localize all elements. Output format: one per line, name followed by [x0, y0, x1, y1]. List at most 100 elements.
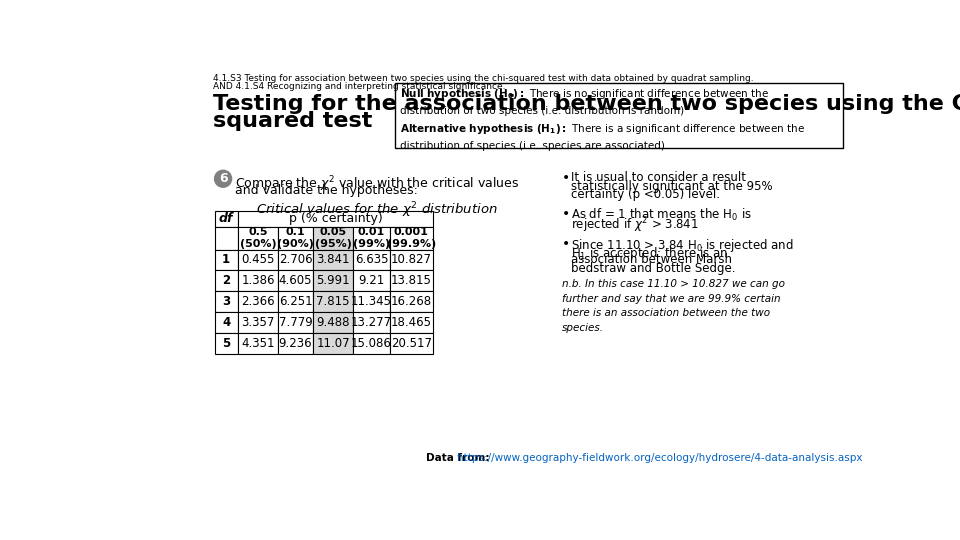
Text: 9.236: 9.236 — [278, 336, 312, 350]
FancyBboxPatch shape — [214, 249, 238, 271]
Text: rejected if $\chi^2$ > 3.841: rejected if $\chi^2$ > 3.841 — [571, 215, 699, 235]
Text: 1.386: 1.386 — [241, 274, 275, 287]
FancyBboxPatch shape — [313, 333, 353, 354]
Text: and validate the hypotheses:: and validate the hypotheses: — [234, 184, 418, 197]
FancyBboxPatch shape — [396, 83, 843, 148]
FancyBboxPatch shape — [353, 291, 390, 312]
FancyBboxPatch shape — [313, 271, 353, 291]
Text: certainty (p <0.05) level.: certainty (p <0.05) level. — [571, 188, 720, 201]
FancyBboxPatch shape — [353, 333, 390, 354]
FancyBboxPatch shape — [214, 291, 238, 312]
FancyBboxPatch shape — [238, 226, 278, 249]
Text: 9.488: 9.488 — [317, 316, 349, 329]
Text: Compare the $\chi^2$ value with the critical values: Compare the $\chi^2$ value with the crit… — [234, 174, 519, 194]
FancyBboxPatch shape — [353, 249, 390, 271]
FancyBboxPatch shape — [390, 333, 433, 354]
Text: 7.779: 7.779 — [278, 316, 312, 329]
FancyBboxPatch shape — [353, 226, 390, 249]
Text: Testing for the association between two species using the Chi-: Testing for the association between two … — [213, 94, 960, 114]
Text: •: • — [562, 171, 570, 185]
FancyBboxPatch shape — [390, 291, 433, 312]
Text: df: df — [219, 212, 233, 225]
FancyBboxPatch shape — [238, 271, 278, 291]
Text: 10.827: 10.827 — [391, 253, 432, 267]
FancyBboxPatch shape — [238, 333, 278, 354]
Text: 1: 1 — [222, 253, 230, 267]
Text: Data from:: Data from: — [426, 453, 493, 463]
Text: statistically significant at the 95%: statistically significant at the 95% — [571, 179, 773, 193]
FancyBboxPatch shape — [278, 291, 313, 312]
Text: 3: 3 — [222, 295, 230, 308]
Text: 0.455: 0.455 — [241, 253, 275, 267]
FancyBboxPatch shape — [278, 333, 313, 354]
Circle shape — [214, 170, 231, 187]
Text: 4: 4 — [222, 316, 230, 329]
FancyBboxPatch shape — [214, 226, 238, 249]
FancyBboxPatch shape — [214, 312, 238, 333]
Text: 0.1
(90%): 0.1 (90%) — [277, 227, 314, 249]
Text: https://www.geography-fieldwork.org/ecology/hydrosere/4-data-analysis.aspx: https://www.geography-fieldwork.org/ecol… — [457, 453, 863, 463]
Text: 0.01
(99%): 0.01 (99%) — [353, 227, 390, 249]
Text: $\bf{Null\ hypothesis\ (H_0):}$ There is no significant difference between the
d: $\bf{Null\ hypothesis\ (H_0):}$ There is… — [399, 87, 804, 151]
Text: 9.21: 9.21 — [358, 274, 385, 287]
FancyBboxPatch shape — [278, 226, 313, 249]
FancyBboxPatch shape — [278, 249, 313, 271]
Text: 4.351: 4.351 — [241, 336, 275, 350]
Text: n.b. In this case 11.10 > 10.827 we can go
further and say that we are 99.9% cer: n.b. In this case 11.10 > 10.827 we can … — [562, 279, 784, 333]
Text: 7.815: 7.815 — [317, 295, 349, 308]
FancyBboxPatch shape — [313, 291, 353, 312]
Text: 15.086: 15.086 — [351, 336, 392, 350]
Text: 13.277: 13.277 — [351, 316, 392, 329]
Text: 18.465: 18.465 — [391, 316, 432, 329]
Text: 5.991: 5.991 — [316, 274, 350, 287]
FancyBboxPatch shape — [353, 271, 390, 291]
FancyBboxPatch shape — [238, 249, 278, 271]
FancyBboxPatch shape — [390, 226, 433, 249]
Text: 2: 2 — [222, 274, 230, 287]
FancyBboxPatch shape — [278, 271, 313, 291]
Text: 5: 5 — [222, 336, 230, 350]
FancyBboxPatch shape — [238, 211, 433, 226]
FancyBboxPatch shape — [238, 312, 278, 333]
FancyBboxPatch shape — [214, 211, 238, 226]
FancyBboxPatch shape — [353, 312, 390, 333]
Text: Since 11.10 > 3.84 H$_0$ is rejected and: Since 11.10 > 3.84 H$_0$ is rejected and — [571, 237, 794, 253]
FancyBboxPatch shape — [214, 333, 238, 354]
Text: 13.815: 13.815 — [391, 274, 432, 287]
Text: •: • — [562, 237, 570, 251]
Text: bedstraw and Bottle Sedge.: bedstraw and Bottle Sedge. — [571, 262, 735, 275]
Text: 11.07: 11.07 — [316, 336, 350, 350]
FancyBboxPatch shape — [390, 249, 433, 271]
Text: It is usual to consider a result: It is usual to consider a result — [571, 171, 746, 184]
FancyBboxPatch shape — [278, 312, 313, 333]
Text: 2.706: 2.706 — [278, 253, 312, 267]
Text: 0.05
(95%): 0.05 (95%) — [315, 227, 351, 249]
Text: 6: 6 — [219, 172, 228, 185]
Text: Critical values for the $\chi^2$ distribution: Critical values for the $\chi^2$ distrib… — [255, 200, 497, 220]
FancyBboxPatch shape — [313, 312, 353, 333]
Text: 0.5
(50%): 0.5 (50%) — [240, 227, 276, 249]
Text: 20.517: 20.517 — [391, 336, 432, 350]
Text: 16.268: 16.268 — [391, 295, 432, 308]
FancyBboxPatch shape — [214, 271, 238, 291]
FancyBboxPatch shape — [313, 226, 353, 249]
Text: 4.1.S3 Testing for association between two species using the chi-squared test wi: 4.1.S3 Testing for association between t… — [213, 74, 754, 83]
Text: p (% certainty): p (% certainty) — [289, 212, 382, 225]
FancyBboxPatch shape — [390, 271, 433, 291]
Text: 11.345: 11.345 — [351, 295, 392, 308]
FancyBboxPatch shape — [238, 291, 278, 312]
Text: 2.366: 2.366 — [241, 295, 275, 308]
Text: •: • — [562, 207, 570, 221]
FancyBboxPatch shape — [313, 249, 353, 271]
Text: H$_1$ is accepted: there is an: H$_1$ is accepted: there is an — [571, 245, 728, 262]
Text: 3.357: 3.357 — [241, 316, 275, 329]
Text: squared test: squared test — [213, 111, 372, 131]
Text: 4.605: 4.605 — [278, 274, 312, 287]
Text: 3.841: 3.841 — [317, 253, 349, 267]
FancyBboxPatch shape — [390, 312, 433, 333]
Text: association between Marsh: association between Marsh — [571, 253, 732, 266]
Text: AND 4.1.S4 Recognizing and interpreting statistical significance.: AND 4.1.S4 Recognizing and interpreting … — [213, 82, 506, 91]
Text: 6.635: 6.635 — [355, 253, 388, 267]
Text: 6.251: 6.251 — [278, 295, 312, 308]
Text: 0.001
(99.9%): 0.001 (99.9%) — [387, 227, 436, 249]
